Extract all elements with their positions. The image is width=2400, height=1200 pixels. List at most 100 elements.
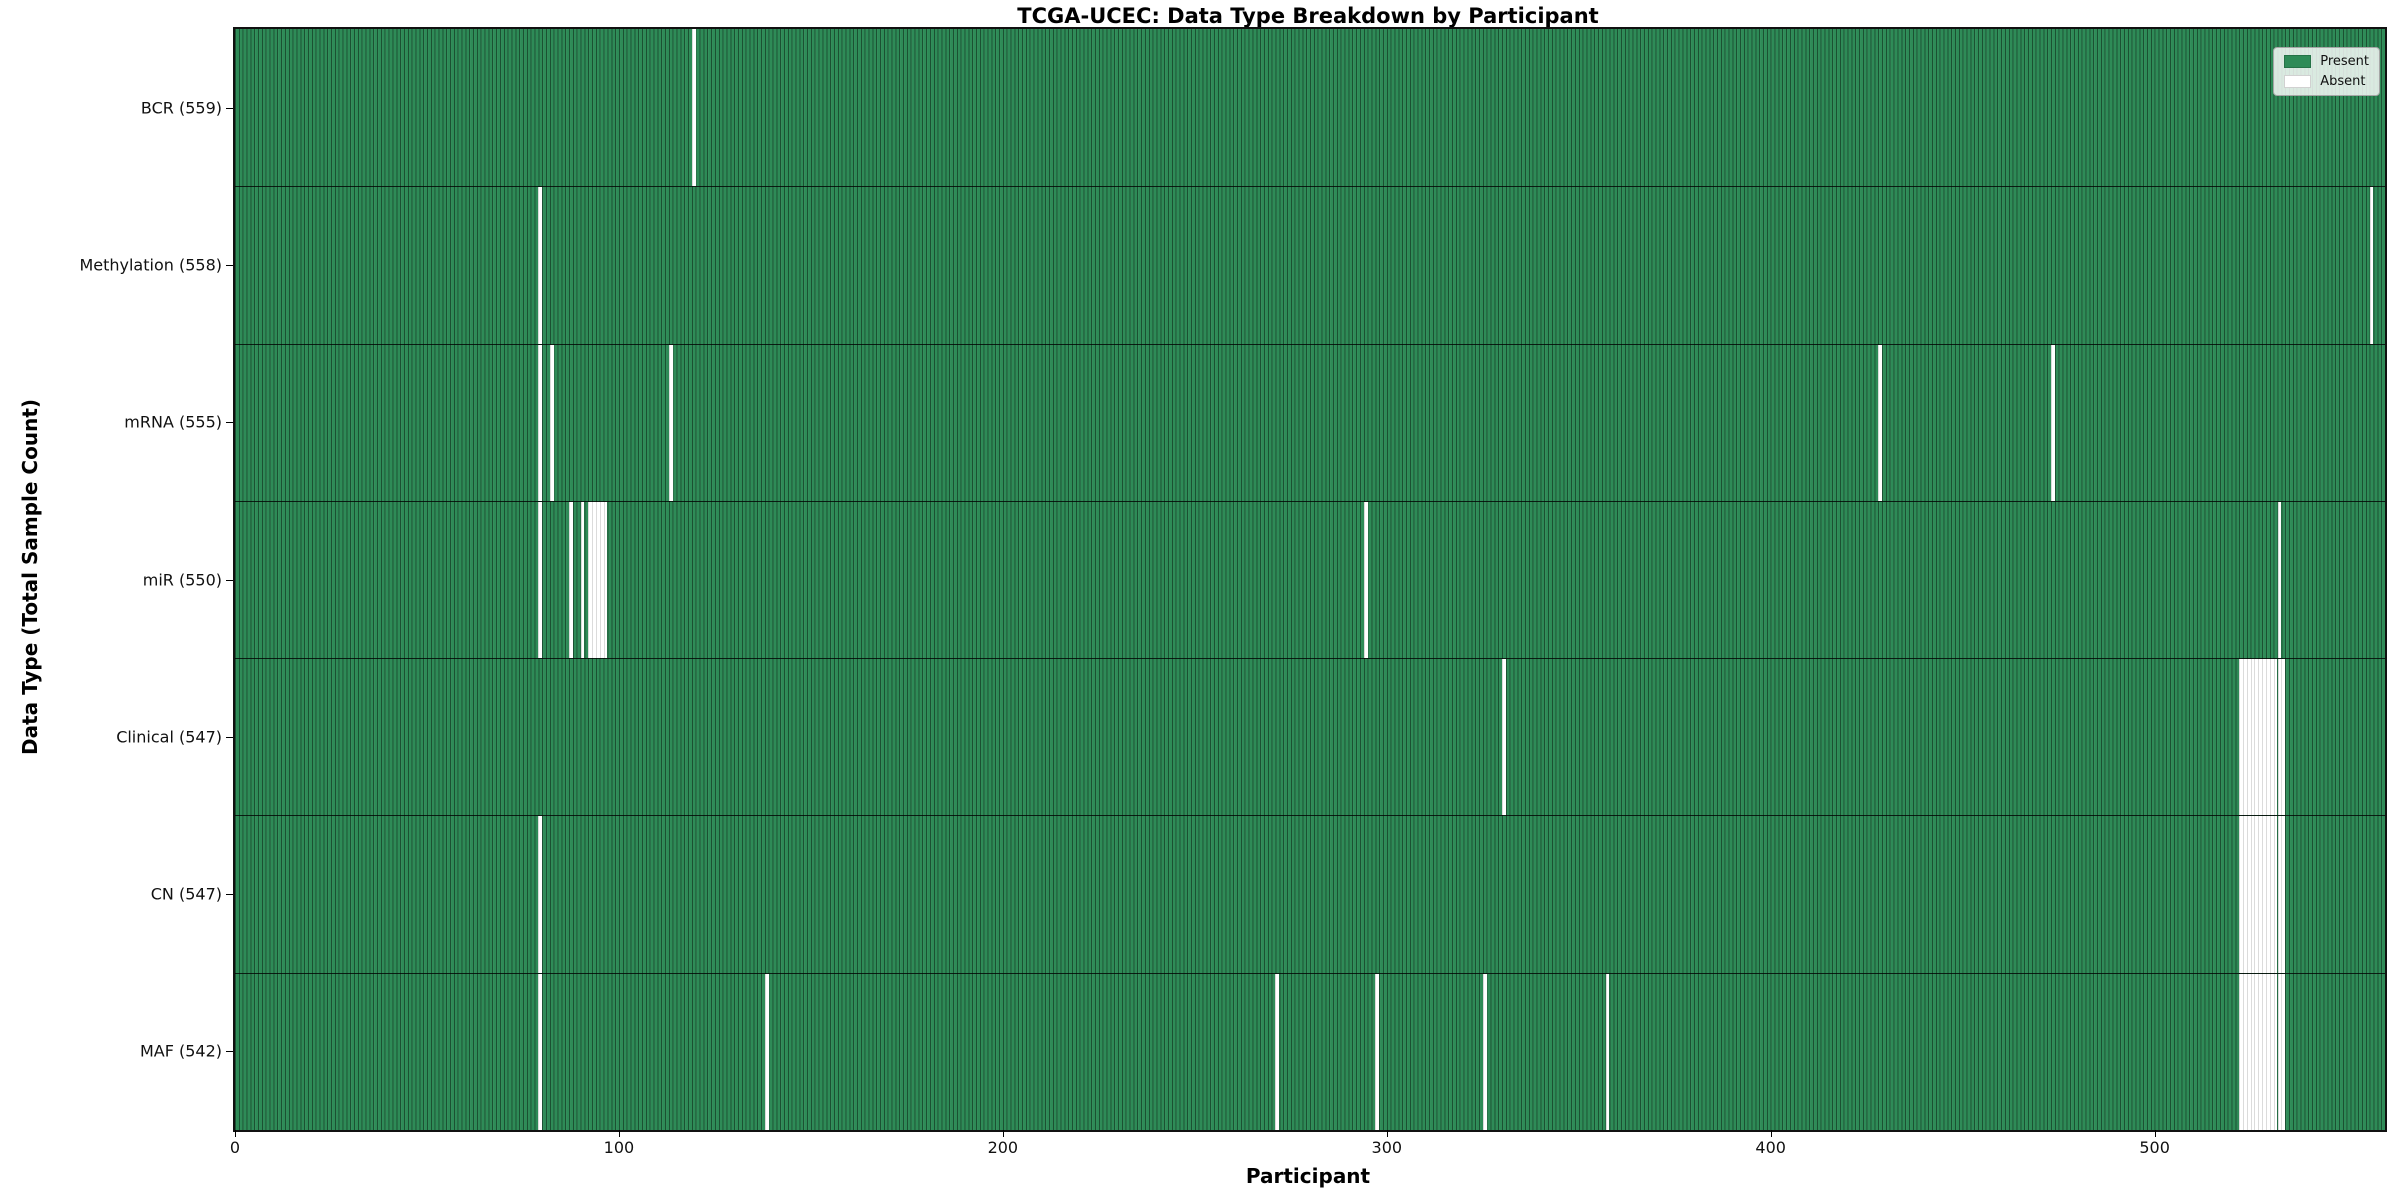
y-tick-label-methylation: Methylation (558) [79,255,222,275]
absent-cell [538,816,543,973]
absent-cell [2258,973,2263,1130]
absent-cell [2273,816,2278,973]
absent-cell [2250,659,2255,816]
absent-cell [764,973,769,1130]
absent-cell [603,501,608,659]
absent-cell [2250,973,2255,1130]
y-tick-mark [226,107,233,109]
absent-cell [2239,659,2243,816]
absent-cell [2254,659,2259,816]
absent-swatch [2284,75,2312,88]
legend-item-present: Present [2284,54,2369,69]
x-tick-mark [618,1130,620,1137]
x-tick-label: 400 [1755,1138,1786,1157]
x-tick-label: 500 [2139,1138,2170,1157]
y-tick-label-cn: CN (547) [150,884,222,904]
x-tick-label: 0 [229,1138,241,1157]
plot-area: Present Absent [233,27,2387,1132]
y-tick-label-mir: miR (550) [142,570,222,589]
absent-cell [2277,659,2282,816]
absent-cell [2273,659,2278,816]
heatmap-row-clinical [235,658,2385,816]
absent-cell [2258,659,2263,816]
absent-cell [599,501,604,659]
absent-cell [549,344,554,501]
absent-cell [2265,659,2270,816]
y-tick-label-mrna: mRNA (555) [124,412,222,432]
x-tick-mark [1002,1130,1004,1137]
absent-cell [2265,973,2270,1130]
y-tick-label-clinical: Clinical (547) [116,727,222,747]
absent-cell [2269,659,2274,816]
heatmap-row-bcr [235,29,2385,187]
x-tick-mark [1770,1130,1772,1137]
absent-cell [2246,659,2251,816]
absent-cell [2262,973,2266,1130]
y-tick-mark [226,422,233,424]
absent-cell [2239,816,2243,973]
x-tick-label: 200 [987,1138,1019,1157]
absent-cell [2281,659,2286,816]
absent-cell [691,29,696,187]
absent-cell [538,187,543,344]
x-tick-label: 300 [1371,1138,1403,1157]
absent-cell [2242,659,2247,816]
heatmap-row-mir [235,500,2385,659]
heatmap-row-methylation [235,186,2385,344]
absent-cell [2239,973,2243,1130]
absent-cell [592,501,596,659]
absent-cell [2369,187,2374,344]
absent-cell [2265,816,2270,973]
absent-cell [2269,816,2274,973]
absent-cell [2277,973,2282,1130]
y-tick-label-maf: MAF (542) [139,1041,222,1061]
legend: Present Absent [2273,47,2380,96]
absent-cell [2254,973,2259,1130]
heatmap-row-mrna [235,343,2385,501]
absent-cell [2258,816,2263,973]
y-tick-mark [226,579,233,581]
absent-cell [2250,816,2255,973]
legend-label-absent: Absent [2320,74,2366,89]
absent-cell [2262,816,2266,973]
absent-cell [580,501,585,659]
absent-cell [595,501,600,659]
absent-cell [1275,973,1280,1130]
heatmap-row-maf [235,972,2385,1130]
absent-cell [2281,973,2286,1130]
absent-cell [668,344,673,501]
x-tick-mark [2154,1130,2156,1137]
y-tick-mark [226,264,233,266]
absent-cell [2242,816,2247,973]
absent-cell [2262,659,2266,816]
x-tick-label: 100 [603,1138,635,1157]
y-tick-mark [226,1051,233,1053]
absent-cell [2242,973,2247,1130]
x-axis-label: Participant [1245,1164,1371,1188]
absent-cell [1482,973,1487,1130]
heatmap-row-cn [235,815,2385,973]
absent-cell [588,501,593,659]
absent-cell [538,973,543,1130]
x-tick-mark [235,1130,236,1137]
absent-cell [2277,501,2282,659]
chart-title: TCGA-UCEC: Data Type Breakdown by Partic… [1017,4,1599,28]
absent-cell [1501,659,1506,816]
absent-cell [2246,816,2251,973]
legend-item-absent: Absent [2284,74,2369,89]
absent-cell [2269,973,2274,1130]
x-tick-mark [1386,1130,1388,1137]
y-tick-mark [226,736,233,738]
absent-cell [1878,344,1883,501]
absent-cell [1375,973,1380,1130]
absent-cell [1363,501,1368,659]
absent-cell [538,344,543,501]
y-tick-label-bcr: BCR (559) [140,98,222,118]
absent-cell [2273,973,2278,1130]
absent-cell [2254,816,2259,973]
absent-cell [538,501,543,659]
absent-cell [2277,816,2282,973]
present-swatch [2284,55,2312,68]
absent-cell [1605,973,1610,1130]
